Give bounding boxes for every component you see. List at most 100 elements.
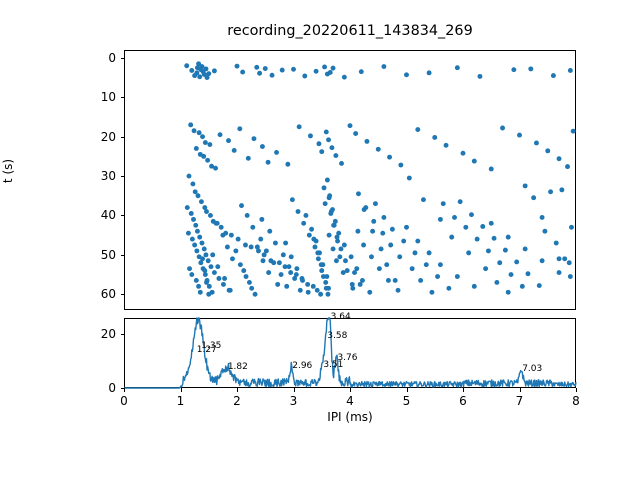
scatter-point (272, 240, 278, 246)
scatter-point (280, 252, 286, 258)
scatter-point (308, 133, 313, 139)
scatter-y-tick-label: 0 (108, 50, 116, 65)
scatter-point (289, 197, 295, 203)
scatter-point (274, 149, 279, 155)
scatter-point (322, 201, 328, 207)
scatter-point (443, 142, 449, 148)
scatter-point (325, 291, 331, 297)
scatter-point (192, 242, 198, 248)
scatter-point (369, 254, 374, 260)
histogram-x-tick (350, 388, 351, 392)
peak-label: 3.58 (327, 331, 348, 342)
scatter-point (426, 250, 432, 256)
scatter-point (348, 254, 354, 260)
scatter-point (193, 278, 199, 283)
scatter-point (381, 214, 387, 220)
scatter-point (258, 236, 264, 242)
scatter-point (257, 70, 263, 76)
scatter-point (292, 276, 298, 281)
histogram-x-tick (576, 388, 577, 392)
scatter-point (206, 291, 212, 297)
scatter-point (302, 73, 308, 79)
scatter-point (256, 248, 261, 254)
scatter-point (288, 270, 294, 276)
scatter-point (315, 250, 321, 256)
scatter-point (324, 177, 330, 183)
scatter-point (332, 218, 338, 224)
histogram-y-tick-label: 20 (100, 327, 116, 342)
scatter-point (352, 270, 357, 276)
scatter-y-tick (120, 176, 124, 178)
scatter-point (194, 248, 200, 254)
scatter-point (296, 124, 302, 130)
scatter-point (224, 244, 230, 250)
scatter-point (517, 132, 522, 138)
scatter-point (385, 278, 391, 283)
scatter-point (539, 214, 545, 220)
scatter-y-tick (120, 215, 124, 217)
scatter-point (226, 138, 231, 144)
scatter-point (412, 250, 418, 256)
scatter-y-tick (120, 97, 124, 99)
scatter-point (454, 65, 460, 71)
scatter-point (566, 260, 572, 266)
scatter-point (313, 68, 319, 74)
scatter-point (260, 258, 266, 264)
scatter-point (440, 201, 446, 207)
scatter-point (201, 153, 207, 159)
scatter-point (418, 278, 424, 283)
scatter-point (376, 266, 382, 272)
scatter-point (315, 256, 321, 262)
scatter-point (199, 240, 205, 246)
scatter-point (404, 72, 409, 78)
scatter-point (305, 281, 311, 287)
scatter-point (356, 191, 361, 197)
scatter-point (220, 232, 226, 238)
scatter-point (471, 158, 477, 164)
scatter-point (185, 230, 191, 236)
scatter-point (293, 272, 299, 277)
scatter-point (184, 205, 190, 211)
scatter-point (392, 278, 398, 283)
scatter-point (213, 220, 219, 226)
histogram-x-tick-label: 4 (346, 394, 354, 408)
histogram-x-tick-label: 5 (402, 394, 411, 408)
scatter-point (193, 146, 199, 151)
scatter-point (323, 129, 329, 135)
scatter-point (204, 75, 210, 81)
scatter-point (300, 278, 305, 283)
scatter-point (286, 264, 292, 270)
histogram-x-tick-label: 6 (459, 394, 467, 408)
scatter-point (271, 260, 277, 266)
scatter-point (254, 244, 260, 250)
scatter-point (320, 274, 326, 279)
scatter-point (184, 63, 190, 69)
scatter-point (388, 242, 394, 248)
scatter-point (449, 234, 455, 240)
scatter-point (337, 254, 343, 260)
scatter-point (319, 268, 325, 274)
scatter-point (437, 216, 443, 222)
scatter-point (231, 148, 237, 153)
scatter-point (222, 276, 228, 281)
scatter-point (556, 256, 562, 262)
scatter-point (548, 189, 554, 195)
histogram-y-tick (120, 334, 124, 336)
scatter-point (187, 266, 192, 272)
scatter-point (367, 289, 373, 295)
histogram-x-tick (180, 388, 182, 392)
scatter-point (202, 272, 208, 277)
scatter-point (217, 132, 223, 138)
scatter-point (220, 281, 226, 287)
scatter-point (204, 279, 209, 285)
scatter-point (539, 258, 545, 264)
histogram-x-tick-label: 0 (120, 394, 128, 408)
scatter-point (514, 259, 520, 265)
scatter-point (553, 240, 559, 246)
scatter-y-tick (120, 57, 124, 59)
histogram-x-tick (237, 388, 238, 392)
scatter-point (295, 209, 301, 214)
scatter-point (460, 150, 466, 156)
scatter-point (254, 64, 260, 70)
